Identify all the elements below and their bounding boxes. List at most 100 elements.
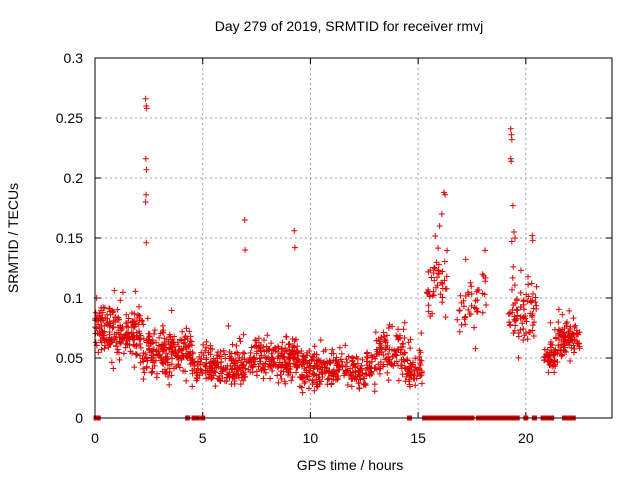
data-point [313,351,320,358]
data-point [513,307,520,314]
data-point [288,377,295,384]
data-point [301,380,308,387]
data-point [366,371,373,378]
data-point [474,308,481,315]
data-point [559,352,566,359]
data-point [437,291,444,298]
data-point [165,373,172,380]
data-point [212,369,219,376]
data-point [468,283,475,290]
y-tick-label: 0.1 [64,290,84,306]
data-point [430,288,437,295]
data-point [510,263,517,270]
data-point [275,379,282,386]
data-point [355,379,362,386]
data-point [175,357,182,364]
data-point [316,380,323,387]
data-point [120,350,127,357]
data-point [98,322,105,329]
data-point [395,336,402,343]
data-point [533,283,540,290]
data-point [219,368,226,375]
data-point [362,382,369,389]
data-point [234,364,241,371]
data-point [462,321,469,328]
data-point [281,356,288,363]
data-point [510,302,517,309]
data-point [308,357,315,364]
data-point [376,338,383,345]
data-point [527,329,534,336]
data-point [401,334,408,341]
y-tick-label: 0.25 [56,110,83,126]
data-point [168,361,175,368]
data-point [361,375,368,382]
data-point [128,330,135,337]
data-point [366,365,373,372]
data-point [97,317,104,324]
data-point [523,318,530,325]
data-point [98,346,105,353]
data-point [333,373,340,380]
data-point [508,238,515,245]
data-point [127,348,134,355]
data-point [482,278,489,285]
data-point [262,360,269,367]
data-point [142,95,149,102]
data-point [186,328,193,335]
data-point [240,349,247,356]
data-point [203,375,210,382]
data-point [517,267,524,274]
data-point [299,352,306,359]
data-point [242,365,249,372]
data-point [152,357,159,364]
data-point [130,318,137,325]
data-point [136,303,143,310]
data-point [223,378,230,385]
data-point [232,350,239,357]
data-point [444,247,451,254]
data-point [373,346,380,353]
data-point [175,343,182,350]
data-point [263,347,270,354]
data-point [468,302,475,309]
data-point [142,155,149,162]
data-point [183,344,190,351]
x-tick-label: 15 [410,430,426,446]
data-point [525,293,532,300]
data-point [160,329,167,336]
data-point [405,339,412,346]
data-point [457,292,464,299]
data-point [319,369,326,376]
data-point [142,351,149,358]
data-point [136,352,143,359]
data-point [432,233,439,240]
data-point [287,363,294,370]
data-point [275,345,282,352]
data-point [522,330,529,337]
data-point [231,359,238,366]
data-point [92,339,99,346]
data-point [136,312,143,319]
data-point [114,346,121,353]
data-point [132,288,139,295]
data-point [220,347,227,354]
data-point [408,363,415,370]
y-tick-label: 0.05 [56,350,83,366]
data-point [169,355,176,362]
data-point [231,380,238,387]
data-point [517,326,524,333]
data-point [291,244,298,251]
data-point [146,338,153,345]
data-point [239,363,246,370]
data-point [172,352,179,359]
data-point [161,346,168,353]
data-point [372,355,379,362]
data-point [358,365,365,372]
data-point [140,321,147,328]
data-point [520,306,527,313]
data-point [515,354,522,361]
data-point [203,344,210,351]
data-point [154,370,161,377]
data-point [168,372,175,379]
